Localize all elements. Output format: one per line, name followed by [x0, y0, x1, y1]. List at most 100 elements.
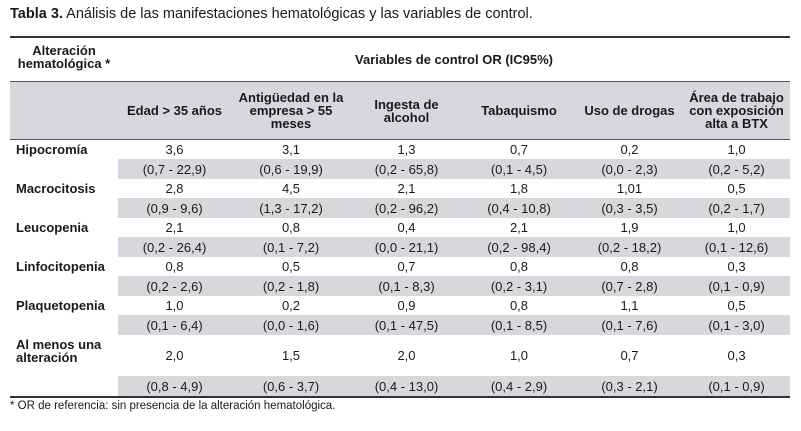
or-cell: 0,7: [397, 259, 416, 274]
corner-header: Alteración hematológica *: [10, 36, 118, 82]
row-label-spacer: [10, 159, 118, 179]
ci-cell: (0,9 - 9,6): [118, 198, 231, 218]
table-body: Hipocromía 3,6 3,1 1,3 0,7 0,2 1,0 (0,7 …: [10, 140, 791, 398]
table-row: Hipocromía 3,6 3,1 1,3 0,7 0,2 1,0: [10, 140, 790, 160]
table-row: (0,8 - 4,9) (0,6 - 3,7) (0,4 - 13,0) (0,…: [10, 376, 791, 398]
or-cell: 0,5: [727, 181, 746, 196]
row-label-spacer: [10, 315, 118, 335]
ci-cell: (0,7 - 2,8): [576, 276, 683, 296]
ci-cell: (0,2 - 65,8): [351, 159, 462, 179]
or-cell: 1,0: [727, 142, 746, 157]
or-cell: 1,01: [616, 181, 643, 196]
row-label: Hipocromía: [16, 142, 88, 157]
or-cell: 0,7: [620, 348, 639, 363]
results-table: Alteración hematológica * Variables de c…: [10, 36, 791, 398]
ci-cell: (0,2 - 1,8): [231, 276, 351, 296]
row-label: Linfocitopenia: [16, 259, 105, 274]
column-header-alcohol: Ingesta de alcohol: [351, 81, 462, 140]
or-cell: 0,5: [281, 259, 301, 274]
column-header-seniority: Antigüedad en la empresa > 55 meses: [231, 81, 351, 140]
or-cell: 2,0: [397, 348, 416, 363]
or-cell: 0,2: [620, 142, 639, 157]
or-cell: 3,6: [165, 142, 184, 157]
ci-cell: (0,2 - 3,1): [462, 276, 576, 296]
table-footnote: * OR de referencia: sin presencia de la …: [10, 400, 336, 412]
ci-cell: (0,1 - 7,2): [231, 237, 351, 257]
table-row: Al menos una alteración 2,0 1,5 2,0 1,0 …: [10, 335, 790, 376]
ci-cell: (0,3 - 2,1): [576, 376, 683, 398]
ci-cell: (1,3 - 17,2): [231, 198, 351, 218]
or-cell: 0,5: [727, 298, 746, 313]
row-label: Macrocitosis: [16, 181, 96, 196]
row-label-spacer: [10, 198, 118, 218]
row-label-spacer: [10, 237, 118, 257]
row-label-spacer: [10, 276, 118, 296]
or-cell: 0,2: [281, 298, 301, 313]
or-cell: 1,0: [727, 220, 746, 235]
table-row: (0,2 - 26,4) (0,1 - 7,2) (0,0 - 21,1) (0…: [10, 237, 791, 257]
ci-cell: (0,6 - 19,9): [231, 159, 351, 179]
ci-cell: (0,0 - 1,6): [231, 315, 351, 335]
or-cell: 0,9: [397, 298, 416, 313]
or-cell: 2,1: [397, 181, 416, 196]
or-cell: 0,8: [509, 298, 529, 313]
ci-cell: (0,2 - 96,2): [351, 198, 462, 218]
ci-cell: (0,1 - 7,6): [576, 315, 683, 335]
column-header-btx-area: Área de trabajo con exposición alta a BT…: [683, 81, 791, 140]
or-cell: 1,3: [397, 142, 416, 157]
or-cell: 4,5: [281, 181, 301, 196]
table-row: (0,9 - 9,6) (1,3 - 17,2) (0,2 - 96,2) (0…: [10, 198, 791, 218]
ci-cell: (0,8 - 4,9): [118, 376, 231, 398]
or-cell: 1,0: [509, 348, 529, 363]
or-cell: 1,8: [509, 181, 529, 196]
table-row: (0,2 - 2,6) (0,2 - 1,8) (0,1 - 8,3) (0,2…: [10, 276, 791, 296]
column-header-drugs: Uso de drogas: [576, 81, 683, 140]
ci-cell: (0,2 - 2,6): [118, 276, 231, 296]
ci-cell: (0,1 - 0,9): [683, 276, 791, 296]
table-row: Plaquetopenia 1,0 0,2 0,9 0,8 1,1 0,5: [10, 296, 790, 315]
ci-cell: (0,1 - 8,5): [462, 315, 576, 335]
table-caption-label: Tabla 3.: [10, 6, 63, 22]
table-row: Leucopenia 2,1 0,8 0,4 2,1 1,9 1,0: [10, 218, 790, 237]
row-label: Al menos una alteración: [16, 337, 102, 365]
or-cell: 1,1: [620, 298, 639, 313]
table-caption: Tabla 3. Análisis de las manifestaciones…: [10, 6, 533, 22]
table-row: Linfocitopenia 0,8 0,5 0,7 0,8 0,8 0,3: [10, 257, 790, 276]
ci-cell: (0,7 - 22,9): [118, 159, 231, 179]
ci-cell: (0,4 - 10,8): [462, 198, 576, 218]
table-caption-text: Análisis de las manifestaciones hematoló…: [62, 6, 533, 22]
ci-cell: (0,1 - 4,5): [462, 159, 576, 179]
row-label-spacer: [10, 376, 118, 398]
column-header-smoking: Tabaquismo: [462, 81, 576, 140]
or-cell: 2,8: [165, 181, 184, 196]
or-cell: 2,1: [509, 220, 529, 235]
ci-cell: (0,4 - 2,9): [462, 376, 576, 398]
ci-cell: (0,1 - 3,0): [683, 315, 791, 335]
or-cell: 0,7: [509, 142, 529, 157]
table-row: Macrocitosis 2,8 4,5 2,1 1,8 1,01 0,5: [10, 179, 790, 198]
row-label: Plaquetopenia: [16, 298, 105, 313]
column-header-age: Edad > 35 años: [118, 81, 231, 140]
ci-cell: (0,1 - 0,9): [683, 376, 791, 398]
or-cell: 0,8: [620, 259, 639, 274]
ci-cell: (0,2 - 1,7): [683, 198, 791, 218]
or-cell: 1,9: [620, 220, 639, 235]
ci-cell: (0,3 - 3,5): [576, 198, 683, 218]
header-spacer: [10, 81, 118, 140]
group-header: Variables de control OR (IC95%): [118, 36, 791, 82]
or-cell: 1,0: [165, 298, 184, 313]
ci-cell: (0,2 - 98,4): [462, 237, 576, 257]
ci-cell: (0,6 - 3,7): [231, 376, 351, 398]
or-cell: 2,0: [165, 348, 184, 363]
row-label: Leucopenia: [16, 220, 89, 235]
ci-cell: (0,2 - 18,2): [576, 237, 683, 257]
ci-cell: (0,1 - 8,3): [351, 276, 462, 296]
table-row: (0,7 - 22,9) (0,6 - 19,9) (0,2 - 65,8) (…: [10, 159, 791, 179]
or-cell: 3,1: [281, 142, 301, 157]
or-cell: 2,1: [165, 220, 184, 235]
or-cell: 0,8: [509, 259, 529, 274]
or-cell: 0,3: [727, 259, 746, 274]
or-cell: 1,5: [281, 348, 301, 363]
ci-cell: (0,1 - 6,4): [118, 315, 231, 335]
ci-cell: (0,1 - 47,5): [351, 315, 462, 335]
